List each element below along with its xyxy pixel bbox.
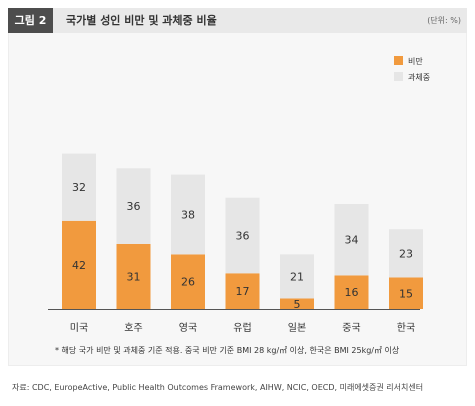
bar-obese	[225, 273, 260, 309]
category-label: 일본	[288, 322, 306, 334]
bar-overweight	[171, 174, 205, 255]
bar-obese	[171, 254, 205, 309]
category-label: 유럽	[233, 322, 251, 334]
source-note: 자료: CDC, EuropeActive, Public Health Out…	[12, 383, 424, 392]
bar-obese	[62, 220, 96, 309]
legend-label-overweight: 과체중	[408, 72, 430, 82]
bar-overweight	[389, 229, 423, 278]
category-label: 미국	[70, 322, 88, 334]
legend-label-obese: 비만	[408, 57, 423, 66]
data-label-overweight: 23	[399, 247, 413, 260]
bar-obese	[389, 277, 423, 309]
data-label-overweight: 34	[345, 234, 359, 247]
bar-overweight	[280, 254, 314, 299]
category-label: 호주	[124, 322, 142, 334]
legend-swatch-overweight	[394, 72, 403, 81]
data-label-overweight: 38	[181, 209, 195, 222]
category-label: 영국	[179, 322, 197, 334]
data-label-overweight: 32	[72, 181, 86, 194]
data-label-obese: 16	[345, 286, 359, 299]
bar-obese	[280, 298, 314, 309]
data-label-obese: 26	[181, 276, 195, 289]
data-label-obese: 5	[294, 298, 301, 311]
unit-label: (단위: %)	[427, 16, 461, 25]
figure-header	[8, 8, 467, 33]
data-label-obese: 31	[127, 270, 141, 283]
bar-obese	[116, 243, 151, 309]
bar-obese	[334, 275, 369, 309]
category-label: 중국	[342, 322, 360, 334]
footnote: * 해당 국가 비만 및 과체중 기준 적용. 중국 비만 기준 BMI 28 …	[55, 346, 400, 355]
data-label-obese: 42	[72, 259, 86, 272]
data-label-overweight: 21	[290, 270, 304, 283]
figure-title: 국가별 성인 비만 및 과체중 비율	[66, 14, 217, 27]
data-label-obese: 17	[236, 285, 250, 298]
figure-number: 그림 2	[8, 8, 53, 33]
bar-overweight	[116, 168, 151, 244]
data-label-obese: 15	[399, 287, 413, 300]
bar-overweight	[62, 153, 96, 221]
bar-overweight	[334, 204, 369, 276]
data-label-overweight: 36	[236, 230, 250, 243]
category-label: 한국	[397, 322, 415, 334]
legend-swatch-obese	[394, 56, 403, 65]
bar-overweight	[225, 197, 260, 274]
data-label-overweight: 36	[127, 200, 141, 213]
